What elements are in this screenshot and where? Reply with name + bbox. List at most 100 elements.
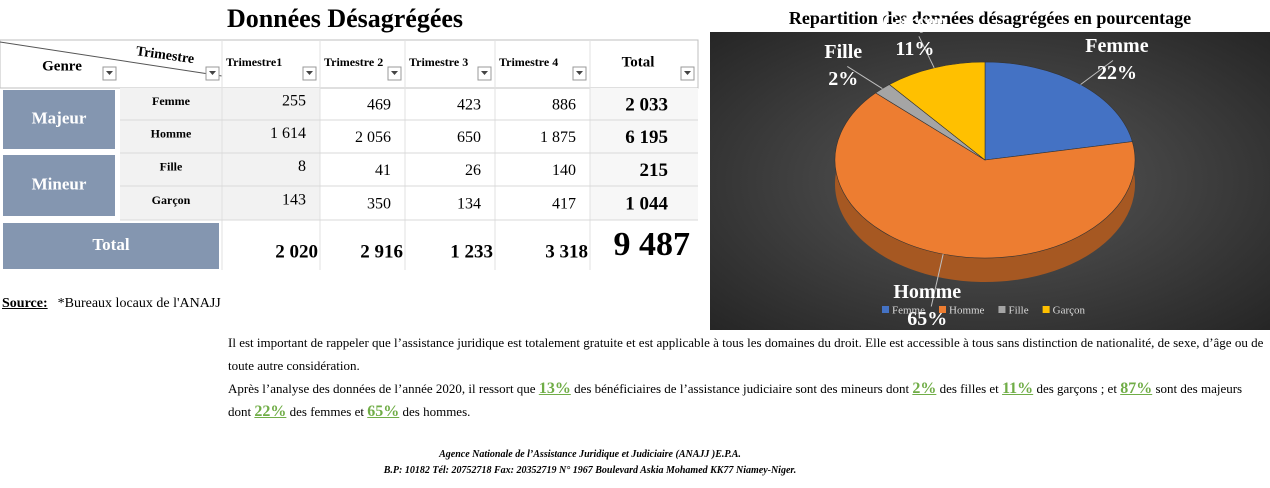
text: des hommes. xyxy=(399,404,471,419)
col-bg xyxy=(120,88,320,220)
total-cell: 1 233 xyxy=(450,241,493,262)
column-header: Trimestre 3 xyxy=(409,55,468,69)
total-box xyxy=(3,223,219,269)
cell: 255 xyxy=(282,93,306,110)
leader-line xyxy=(918,36,935,69)
total-cell: 2 020 xyxy=(275,241,318,262)
cell: 6 195 xyxy=(625,127,668,148)
row-label: Garçon xyxy=(152,193,191,207)
filter-arrow xyxy=(576,71,583,75)
footer: Agence Nationale de l’Assistance Juridiq… xyxy=(300,447,880,479)
highlight: 13% xyxy=(538,380,571,397)
cell: 350 xyxy=(367,196,391,213)
paragraphs: Il est important de rappeler que l’assis… xyxy=(228,331,1264,423)
group-box xyxy=(3,90,115,149)
group-label: Majeur xyxy=(32,108,87,127)
text: des garçons ; et xyxy=(1033,381,1121,396)
text: des filles et xyxy=(936,381,1003,396)
slice-value: 11% xyxy=(895,38,934,60)
chart-title: Repartition des données désagrégées en p… xyxy=(789,8,1191,28)
pie-slice xyxy=(834,92,1136,259)
cell: 2 056 xyxy=(355,129,391,146)
cell: 143 xyxy=(282,192,306,209)
cell: 8 xyxy=(298,158,306,175)
row-label: Femme xyxy=(152,94,191,108)
cell: 134 xyxy=(457,196,481,213)
pie-slice xyxy=(984,61,1133,161)
source: Source: *Bureaux locaux de l'ANAJJ xyxy=(2,296,221,312)
text: Après l’analyse des données de l’année 2… xyxy=(228,381,539,396)
cell: 2 033 xyxy=(625,94,668,115)
pie-slice xyxy=(888,61,986,161)
slice-value: 65% xyxy=(907,308,947,330)
cell: 1 614 xyxy=(270,125,306,142)
cell: 1 875 xyxy=(540,129,576,146)
leader-line xyxy=(1080,60,1114,85)
corner-diagonal xyxy=(0,41,223,77)
legend-swatch xyxy=(882,306,889,313)
cell: 1 044 xyxy=(625,193,668,214)
column-header: Trimestre 2 xyxy=(324,55,383,69)
footer-line: Agence Nationale de l’Assistance Juridiq… xyxy=(439,449,741,460)
column-header: Trimestre 4 xyxy=(499,55,558,69)
cell: 41 xyxy=(375,162,391,179)
highlight: 11% xyxy=(1002,380,1034,397)
legend-label: Homme xyxy=(949,305,985,317)
highlight: 65% xyxy=(367,403,400,420)
legend-label: Femme xyxy=(892,305,925,317)
paragraph: Il est important de rappeler que l’assis… xyxy=(228,331,1264,377)
table-title: Données Désagrégées xyxy=(227,4,463,33)
slice-value: 2% xyxy=(828,68,858,90)
slice-category: Fille xyxy=(824,41,862,63)
legend-label: Fille xyxy=(1008,305,1028,317)
paragraph: Après l’analyse des données de l’année 2… xyxy=(228,377,1264,423)
total-cell: 9 487 xyxy=(614,226,691,263)
row-label: Homme xyxy=(151,126,192,140)
cell: 650 xyxy=(457,129,481,146)
cell: 26 xyxy=(465,162,481,179)
source-label: Source: xyxy=(2,296,48,311)
legend-swatch xyxy=(939,306,946,313)
total-label: Total xyxy=(92,235,129,254)
text: sont des majeurs dont xyxy=(228,381,1243,419)
group-label: Mineur xyxy=(32,174,87,193)
source-text: *Bureaux locaux de l'ANAJJ xyxy=(57,296,221,311)
corner-bottom: Genre xyxy=(42,58,82,74)
filter-arrow xyxy=(306,71,313,75)
highlight: 87% xyxy=(1120,380,1153,397)
cell: 886 xyxy=(552,97,576,114)
row-label: Fille xyxy=(160,159,183,173)
cell: 417 xyxy=(552,196,576,213)
leader-line xyxy=(930,253,944,307)
filter-arrow xyxy=(106,71,113,75)
filter-arrow xyxy=(391,71,398,75)
filter-arrow xyxy=(209,71,216,75)
col-bg xyxy=(590,88,698,220)
highlight: 22% xyxy=(254,403,287,420)
cell: 469 xyxy=(367,97,391,114)
footer-line: B.P: 10182 Tél: 20752718 Fax: 20352719 N… xyxy=(383,465,797,476)
cell: 140 xyxy=(552,162,576,179)
slice-category: Femme xyxy=(1085,35,1148,57)
legend-swatch xyxy=(1042,306,1050,313)
cell: 215 xyxy=(640,160,669,181)
column-header: Total xyxy=(622,54,655,70)
text: des bénéficiaires de l’assistance judici… xyxy=(570,381,913,396)
slice-category: Garçon xyxy=(883,11,947,33)
highlight: 2% xyxy=(912,380,937,397)
group-box xyxy=(3,155,115,216)
filter-arrow xyxy=(684,71,691,75)
text: des femmes et xyxy=(286,404,368,419)
filter-arrow xyxy=(481,71,488,75)
legend-label: Garçon xyxy=(1053,305,1086,317)
leader-line xyxy=(847,65,883,89)
column-header: Trimestre1 xyxy=(226,55,282,69)
text: Il est important de rappeler que l’assis… xyxy=(228,335,1264,373)
slice-category: Homme xyxy=(893,281,961,303)
total-cell: 2 916 xyxy=(360,241,403,262)
slice-value: 22% xyxy=(1097,62,1137,84)
legend-swatch xyxy=(998,306,1006,313)
pie-chart: Repartition des données désagrégées en p… xyxy=(710,8,1270,330)
